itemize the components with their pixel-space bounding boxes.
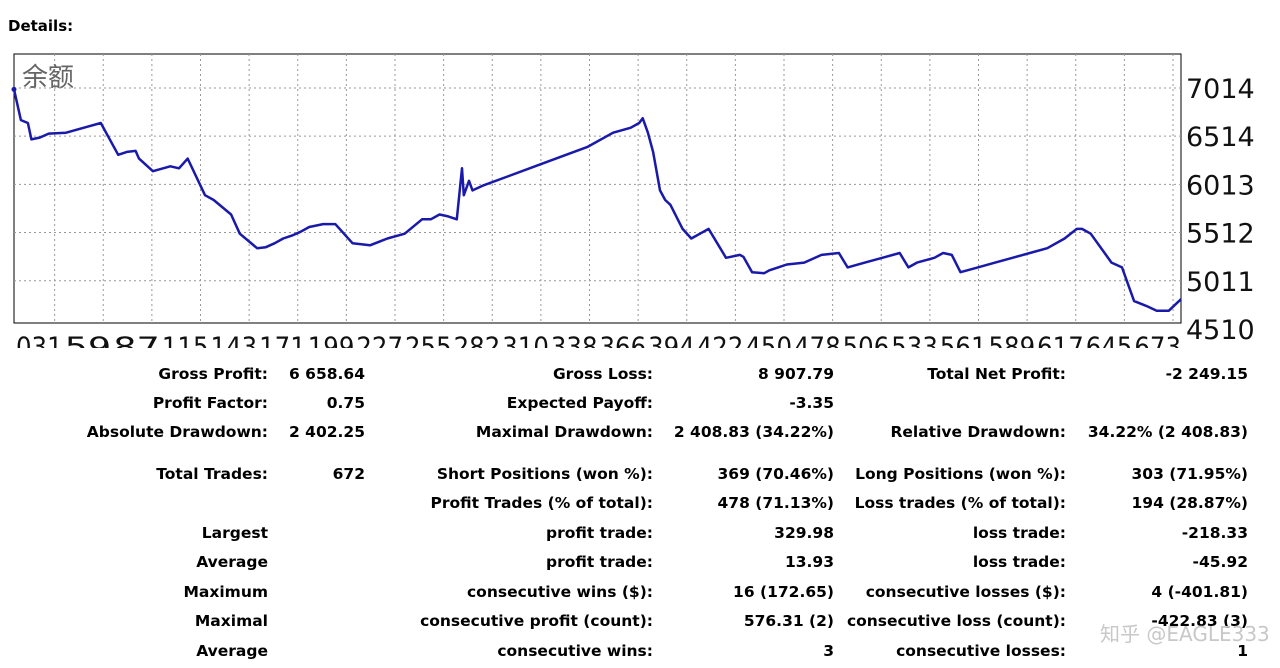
x-tick-label: 645 bbox=[1086, 332, 1133, 348]
largest-loss-trade-label: loss trade: bbox=[972, 524, 1066, 542]
profit-trades-label: Profit Trades (% of total): bbox=[430, 494, 653, 512]
legend-label: 余额 bbox=[22, 63, 74, 93]
x-tick-label: 589 bbox=[989, 332, 1036, 348]
average-label: Average bbox=[196, 553, 268, 571]
x-tick-label: 394 bbox=[648, 332, 695, 348]
x-tick-label: 255 bbox=[405, 332, 452, 348]
maximal-drawdown-value: 2 408.83 (34.22%) bbox=[673, 423, 834, 441]
x-tick-label: 115 bbox=[162, 332, 209, 348]
y-tick-label: 5011 bbox=[1186, 267, 1255, 298]
gross-profit-label: Gross Profit: bbox=[158, 365, 268, 383]
total-trades-label: Total Trades: bbox=[156, 465, 268, 483]
consecutive-losses-money-label: consecutive losses ($): bbox=[865, 583, 1066, 601]
expected-payoff-label: Expected Payoff: bbox=[506, 394, 653, 412]
long-positions-label: Long Positions (won %): bbox=[855, 465, 1066, 483]
x-tick-label: 87 bbox=[113, 332, 160, 348]
profit-factor-label: Profit Factor: bbox=[152, 394, 268, 412]
y-tick-label: 6514 bbox=[1186, 122, 1255, 153]
consecutive-loss-count-value: -422.83 (3) bbox=[1151, 612, 1248, 630]
total-net-profit-value: -2 249.15 bbox=[1165, 365, 1248, 383]
x-tick-label: 143 bbox=[211, 332, 258, 348]
absolute-drawdown-label: Absolute Drawdown: bbox=[86, 423, 268, 441]
details-title: Details: bbox=[8, 17, 74, 35]
start-point bbox=[11, 86, 17, 92]
profit-factor-value: 0.75 bbox=[326, 394, 365, 412]
y-tick-label: 7014 bbox=[1186, 74, 1255, 105]
average-consecutive-label: Average bbox=[196, 642, 268, 660]
stats-table: Gross Profit: 6 658.64 Gross Loss: 8 907… bbox=[0, 360, 1280, 668]
x-tick-label: 031 bbox=[16, 332, 63, 348]
balance-series bbox=[11, 86, 1182, 312]
average-profit-trade-value: 13.93 bbox=[784, 553, 834, 571]
gross-profit-value: 6 658.64 bbox=[289, 365, 365, 383]
x-tick-label: 506 bbox=[843, 332, 890, 348]
watermark: 知乎 @EAGLE333 bbox=[1100, 622, 1270, 646]
x-tick-label: 478 bbox=[794, 332, 841, 348]
largest-profit-trade-label: profit trade: bbox=[545, 524, 653, 542]
gross-loss-value: 8 907.79 bbox=[758, 365, 834, 383]
x-tick-label: 617 bbox=[1037, 332, 1084, 348]
average-loss-trade-label: loss trade: bbox=[972, 553, 1066, 571]
expected-payoff-value: -3.35 bbox=[789, 394, 834, 412]
x-tick-label: 227 bbox=[356, 332, 403, 348]
y-tick-label: 5512 bbox=[1186, 219, 1255, 250]
x-tick-label: 171 bbox=[259, 332, 306, 348]
long-positions-value: 303 (71.95%) bbox=[1131, 465, 1248, 483]
x-axis-ticks: 031 59 87 115 143 171 199 227 255 282 310 338 366 394… bbox=[16, 332, 1181, 348]
maximal-label: Maximal bbox=[194, 612, 268, 630]
x-tick-label: 561 bbox=[940, 332, 987, 348]
average-profit-trade-label: profit trade: bbox=[545, 553, 653, 571]
total-net-profit-label: Total Net Profit: bbox=[927, 365, 1066, 383]
largest-profit-trade-value: 329.98 bbox=[774, 524, 834, 542]
x-tick-label: 338 bbox=[551, 332, 598, 348]
gross-loss-label: Gross Loss: bbox=[552, 365, 653, 383]
average-consecutive-losses-value: 1 bbox=[1237, 642, 1248, 660]
profit-trades-value: 478 (71.13%) bbox=[717, 494, 834, 512]
x-tick-label: 673 bbox=[1134, 332, 1181, 348]
x-tick-label: 422 bbox=[697, 332, 744, 348]
x-tick-label: 199 bbox=[308, 332, 355, 348]
x-tick-label: 282 bbox=[454, 332, 501, 348]
y-tick-label: 4510 bbox=[1186, 315, 1255, 346]
total-trades-value: 672 bbox=[332, 465, 365, 483]
x-tick-label: 366 bbox=[600, 332, 647, 348]
maximal-drawdown-label: Maximal Drawdown: bbox=[475, 423, 653, 441]
consecutive-profit-count-value: 576.31 (2) bbox=[743, 612, 834, 630]
x-tick-label: 310 bbox=[502, 332, 549, 348]
chart-grid bbox=[13, 53, 1182, 324]
maximum-label: Maximum bbox=[183, 583, 268, 601]
plot-border bbox=[13, 53, 1182, 324]
short-positions-label: Short Positions (won %): bbox=[436, 465, 653, 483]
short-positions-value: 369 (70.46%) bbox=[717, 465, 834, 483]
largest-loss-trade-value: -218.33 bbox=[1181, 524, 1248, 542]
consecutive-losses-money-value: 4 (-401.81) bbox=[1151, 583, 1248, 601]
consecutive-wins-money-label: consecutive wins ($): bbox=[466, 583, 653, 601]
x-tick-label: 450 bbox=[745, 332, 792, 348]
relative-drawdown-label: Relative Drawdown: bbox=[890, 423, 1066, 441]
absolute-drawdown-value: 2 402.25 bbox=[289, 423, 365, 441]
loss-trades-value: 194 (28.87%) bbox=[1131, 494, 1248, 512]
y-axis-ticks: 7014 6514 6013 5512 5011 4510 bbox=[1186, 74, 1255, 346]
largest-label: Largest bbox=[201, 524, 268, 542]
balance-chart: 7014 6514 6013 5512 5011 4510 031 59 87 115 143 17… bbox=[11, 53, 1255, 348]
average-consecutive-losses-label: consecutive losses: bbox=[896, 642, 1066, 660]
x-tick-label: 59 bbox=[65, 332, 112, 348]
y-tick-label: 6013 bbox=[1186, 170, 1255, 201]
average-loss-trade-value: -45.92 bbox=[1192, 553, 1248, 571]
relative-drawdown-value: 34.22% (2 408.83) bbox=[1087, 423, 1248, 441]
consecutive-loss-count-label: consecutive loss (count): bbox=[846, 612, 1066, 630]
x-tick-label: 533 bbox=[891, 332, 938, 348]
average-consecutive-wins-label: consecutive wins: bbox=[497, 642, 653, 660]
consecutive-profit-count-label: consecutive profit (count): bbox=[420, 612, 653, 630]
loss-trades-label: Loss trades (% of total): bbox=[854, 494, 1066, 512]
consecutive-wins-money-value: 16 (172.65) bbox=[733, 583, 834, 601]
average-consecutive-wins-value: 3 bbox=[823, 642, 834, 660]
balance-line bbox=[12, 89, 1182, 312]
